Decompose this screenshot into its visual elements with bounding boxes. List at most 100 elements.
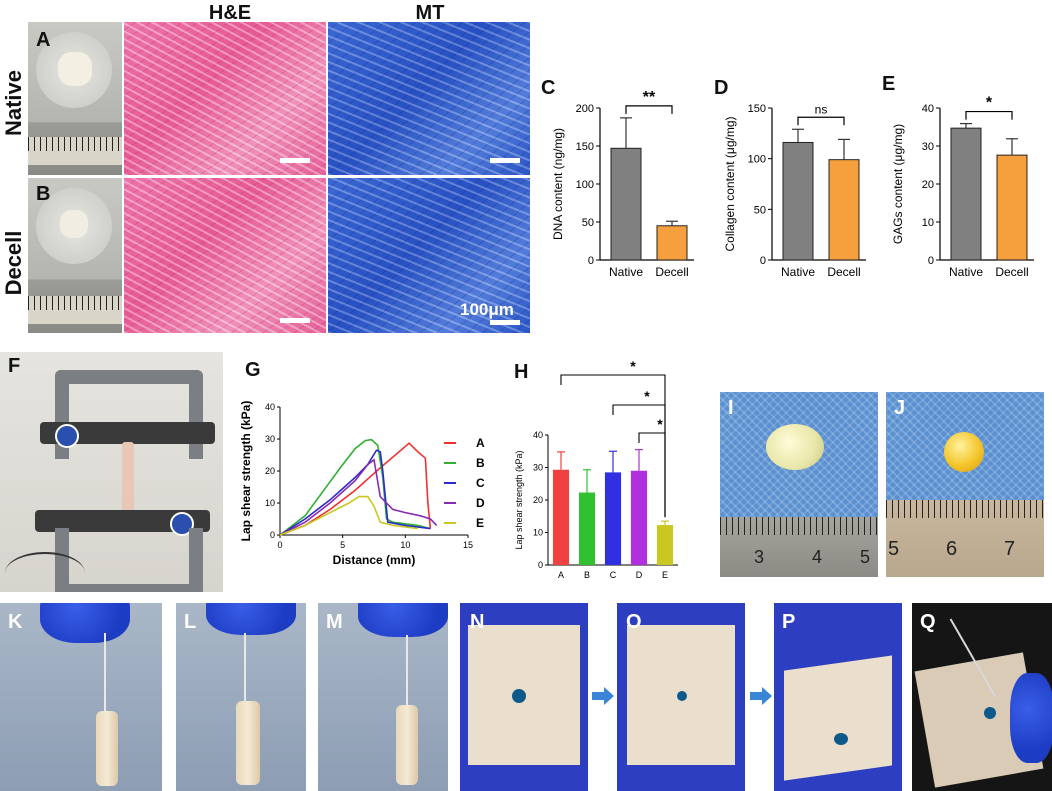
gloved-hand (206, 603, 296, 635)
y-axis-label: Lap shear strength (kPa) (239, 401, 253, 542)
panel-label-q: Q (920, 611, 936, 633)
y-tick-label: 40 (265, 402, 275, 412)
y-tick-label: 40 (922, 103, 934, 115)
panel-label-o: O (626, 611, 642, 633)
glue-spot (834, 733, 848, 745)
bar-native (950, 127, 982, 261)
chart-g: 0 10 20 30 40 0 5 10 15 Distance (mm) Lap shear st… (239, 401, 485, 567)
y-tick-label: 20 (265, 466, 275, 476)
panel-label-a: A (36, 29, 51, 51)
x-tick-label: 15 (463, 540, 473, 550)
panel-label-m: M (326, 611, 343, 633)
tendon-sample (236, 701, 260, 785)
legend-label-c: C (476, 476, 485, 490)
scale-bar (280, 158, 310, 163)
y-tick-label: 20 (922, 179, 934, 191)
procedure-photo-o (617, 603, 745, 791)
y-tick-label: 150 (748, 103, 766, 115)
significance-bracket (797, 116, 845, 126)
ruler: 5 6 7 (886, 500, 1044, 577)
procedure-photo-q (912, 603, 1052, 791)
significance-mark: * (644, 388, 650, 404)
bar-decell (996, 154, 1028, 261)
legend-label-d: D (476, 496, 485, 510)
legend-label-a: A (476, 436, 485, 450)
x-tick-label: Native (781, 265, 815, 279)
significance-mark: * (630, 358, 636, 374)
y-tick-label: 0 (270, 530, 275, 540)
glue-droplet (944, 432, 984, 472)
y-tick-label: 100 (576, 179, 594, 191)
y-tick-label: 150 (576, 141, 594, 153)
x-tick-label: A (558, 570, 564, 580)
panel-label-f: F (8, 355, 21, 377)
significance-mark: * (986, 95, 993, 112)
chart-e: 0 10 20 30 40 GAGs content (μg/mg) Native Decel… (891, 95, 1034, 279)
he-native-image (124, 22, 326, 175)
significance-bracket (638, 432, 666, 518)
significance-bracket (625, 105, 673, 114)
glue-droplet (766, 424, 824, 470)
series-line-b (279, 438, 431, 536)
y-tick-label: 0 (760, 255, 766, 267)
tester-dial-icon (55, 424, 79, 448)
tensile-tester-photo (0, 352, 223, 592)
tester-upper-clamp (40, 422, 215, 444)
panel-label-j: J (894, 397, 906, 419)
y-tick-label: 30 (922, 141, 934, 153)
x-tick-label: 10 (400, 540, 410, 550)
arrow-right-icon (592, 687, 614, 705)
ruler-label: 4 (812, 547, 823, 567)
tendon-sample (96, 711, 118, 786)
significance-mark: ** (643, 89, 656, 106)
ruler (28, 137, 122, 165)
significance-bracket (965, 110, 1013, 120)
chart-h: 0 10 20 30 40 Lap shear strength (kPa) A B C D E * *… (514, 358, 678, 580)
glue-spot (984, 707, 996, 719)
x-tick-label: Native (949, 265, 983, 279)
y-tick-label: 50 (582, 217, 594, 229)
panel-label-p: P (782, 611, 796, 633)
cable (5, 552, 85, 592)
y-tick-label: 10 (533, 528, 543, 538)
scale-bar-label: 100μm (460, 300, 514, 319)
skin-sample (784, 655, 892, 781)
specimen-strip (122, 442, 134, 522)
panel-label-k: K (8, 611, 23, 633)
y-axis-label: Collagen content (μg/mg) (723, 117, 737, 252)
series-line-a (279, 442, 432, 536)
y-tick-label: 50 (754, 204, 766, 216)
row-label-decell: Decell (1, 230, 26, 296)
row-label-native: Native (1, 69, 26, 137)
ruler (28, 296, 122, 324)
mt-native-image (328, 22, 530, 175)
y-tick-label: 200 (576, 103, 594, 115)
panel-label-e: E (882, 73, 896, 95)
arrow-right-icon (750, 687, 772, 705)
panel-label-n: N (470, 611, 485, 633)
scale-bar (490, 320, 520, 325)
y-tick-label: 100 (748, 154, 766, 166)
column-label-he: H&E (208, 2, 252, 24)
x-tick-label: E (662, 570, 668, 580)
glue-droplet-photo-i: 3 4 5 (720, 392, 878, 577)
procedure-photo-n (460, 603, 588, 791)
panel-label-d: D (714, 77, 729, 99)
y-axis-label: GAGs content (μg/mg) (891, 124, 905, 244)
y-tick-label: 0 (588, 255, 594, 267)
ruler-label: 5 (888, 538, 900, 560)
gloved-hand (1010, 673, 1052, 763)
bar-d (630, 470, 648, 565)
procedure-photo-l (176, 603, 306, 791)
y-tick-label: 10 (265, 498, 275, 508)
procedure-photo-k (0, 603, 162, 791)
ruler-label: 6 (946, 538, 958, 560)
panel-label-i: I (728, 397, 734, 419)
he-decell-image (124, 178, 326, 333)
glue-spot (677, 691, 687, 701)
x-tick-label: 0 (277, 540, 282, 550)
legend-label-b: B (476, 456, 485, 470)
x-tick-label: B (584, 570, 590, 580)
bar-a (552, 469, 570, 565)
mt-decell-image: 100μm (328, 178, 530, 333)
